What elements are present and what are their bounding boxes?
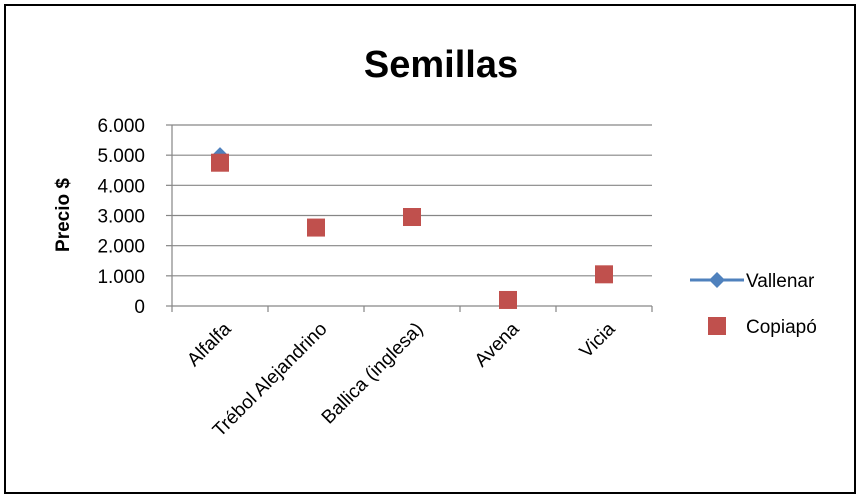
y-axis-label: Precio $ <box>53 178 74 252</box>
copiapo-square-point <box>403 208 421 227</box>
legend-label: Vallenar <box>746 271 815 292</box>
y-tick-label: 4.000 <box>97 176 145 197</box>
y-tick-label: 3.000 <box>97 207 145 228</box>
x-tick-label: Avena <box>471 318 524 371</box>
legend-diamond-marker <box>709 272 725 288</box>
x-tick-label: Vicia <box>576 318 620 362</box>
y-tick-label: 1.000 <box>97 267 145 288</box>
axes <box>166 124 653 312</box>
y-tick-label: 5.000 <box>97 146 145 167</box>
chart-title: Semillas <box>364 44 518 86</box>
copiapo-square-point <box>595 265 613 284</box>
copiapo-square-point <box>307 218 325 237</box>
x-tick-label: Alfalfa <box>183 318 235 370</box>
legend-square-marker <box>708 317 726 335</box>
y-tick-label: 0 <box>134 297 145 318</box>
legend: Vallenar Copiapó <box>690 271 817 338</box>
x-tick-label: Ballica (inglesa) <box>318 319 428 429</box>
copiapo-square-point <box>499 290 517 309</box>
gridlines <box>172 124 652 277</box>
y-tick-label: 2.000 <box>97 237 145 258</box>
copiapo-square-point <box>211 153 229 172</box>
chart-frame <box>4 4 856 494</box>
y-tick-label: 6.000 <box>97 116 145 137</box>
legend-label: Copiapó <box>746 317 817 338</box>
data-points <box>211 147 613 309</box>
y-tick-labels: 0 1.000 2.000 3.000 4.000 5.000 6.000 <box>97 116 145 318</box>
